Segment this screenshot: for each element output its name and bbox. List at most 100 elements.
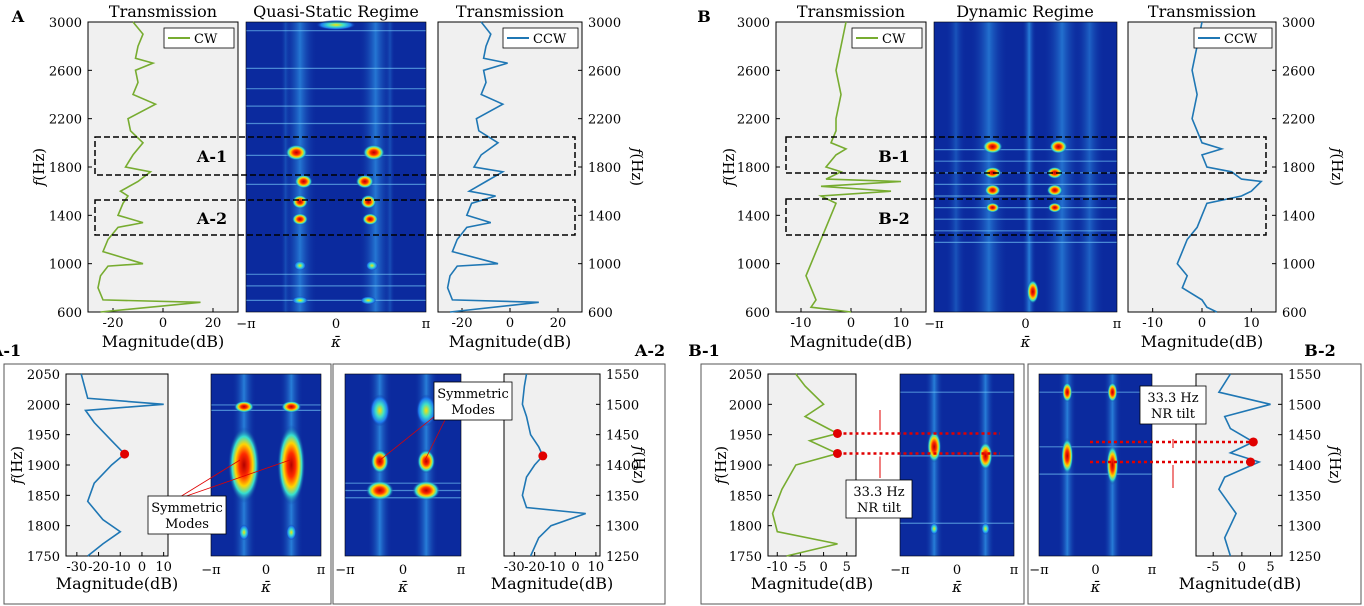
a1-heat-mode-spot [277,425,306,505]
a-box-1-label: A-1 [196,147,227,166]
b1-xlabel: Magnitude(dB) [751,574,874,593]
b-cw-ytick-label: 600 [745,306,770,321]
a1-marker [120,449,130,459]
b2-axes [1195,373,1283,557]
a1-ytick-label: 2000 [27,398,60,413]
b-ccw-ytick-label: 2200 [1282,113,1315,128]
b-ccw-ylabel: f(Hz) [1328,147,1346,186]
b1-annotation-box [845,479,913,519]
a-ccw-ytick-label: 2200 [588,113,621,128]
a-ccw-axes [437,21,583,313]
b-heat-mode-spot [1046,184,1063,197]
b-heat-mode-spot [983,166,1002,179]
b-ccw-ytick-label: 1000 [1282,258,1315,273]
b-heat-mode-spot [985,202,1000,213]
a-ccw-ytick-label: 1800 [588,161,621,176]
a1-heat-heatmap-frame [210,373,322,557]
panel-label-b: B [697,7,711,26]
a-ccw-xtick-label: -20 [452,316,473,331]
b-cw-legend [851,27,923,49]
b-cw-ylabel: f(Hz) [720,148,738,187]
a2-marker [538,451,548,461]
b2-ytick-label: 1350 [1288,489,1321,504]
b-box-2 [785,198,1267,236]
b1-heat-mode-band [925,374,944,556]
a1-xlabel: Magnitude(dB) [56,574,179,593]
b1-axes [767,373,857,557]
b-heat-heatmap-frame [933,21,1118,313]
b2-ytick-label: 1400 [1288,459,1321,474]
b-heat-kappa-tick: 0 [1021,317,1029,332]
b1-ytick-label: 2050 [729,368,762,383]
b1-annotation-line1: 33.3 Hz [853,485,904,500]
a-cw-xlabel: Magnitude(dB) [102,332,225,351]
a2-xtick-label: 0 [571,560,579,575]
b1-annotation-line2: NR tilt [857,501,902,516]
a1-ytick-label: 1850 [27,489,60,504]
b-heat-mode-band [1022,22,1037,312]
b-cw-ytick-label: 2600 [737,64,770,79]
a-ccw-series-line [446,21,539,313]
a1-xtick-label: -20 [88,560,109,575]
a-ccw-ytick-label: 3000 [588,16,621,31]
a-heat-kappa-tick: 0 [332,317,340,332]
a-cw-legend-label: CW [194,32,218,47]
b-cw-ytick-label: 1400 [737,209,770,224]
b1-xtick-label: -5 [794,560,807,575]
a-heat-mode-spot [355,174,374,189]
b2-xtick-label: -5 [1207,560,1220,575]
panel-label-a1: A-1 [0,341,21,360]
a-heat-mode-spot [362,144,385,161]
b-cw-series-line [805,21,902,313]
b2-marker [1248,437,1258,447]
a-box-2-label: A-2 [196,209,227,228]
b1-frame [700,363,1025,605]
a-ccw-ytick-label: 1000 [588,258,621,273]
b-ccw-ytick-label: 600 [1282,306,1307,321]
b-cw-ytick-label: 1000 [737,258,770,273]
b1-heat-kappa-tick: π [1010,563,1019,578]
a-cw-axes [87,21,239,313]
a-cw-ytick-label: 2200 [49,113,82,128]
a2-annotation-line2: Modes [451,403,495,418]
b1-ytick-label: 1800 [729,520,762,535]
a2-series-line [521,373,586,557]
b1-xtick-label: -10 [767,560,788,575]
a1-heat-kappa-tick: −π [201,563,221,578]
a-ccw-xlabel: Magnitude(dB) [449,332,572,351]
a2-ytick-label: 1550 [606,368,639,383]
b-cw-ytick-label: 3000 [737,16,770,31]
a2-ylabel: f(Hz) [630,445,648,484]
b-ccw-xtick-label: -10 [1142,316,1163,331]
b2-heat-kappa-tick: 0 [1091,563,1099,578]
b2-ytick-label: 1450 [1288,429,1321,444]
a2-xtick-label: -20 [524,560,545,575]
b-ccw-ytick-label: 3000 [1282,16,1315,31]
b-heat-kappa-tick: −π [924,317,944,332]
b2-ylabel: f(Hz) [1326,445,1344,484]
b-ccw-ytick-label: 1400 [1282,209,1315,224]
a-heat-title: Quasi-Static Regime [253,2,419,21]
b1-ytick-label: 1750 [729,550,762,565]
a1-xtick-label: -30 [66,560,87,575]
a2-xtick-label: -10 [545,560,566,575]
panel-label-a2: A-2 [634,341,665,360]
a-heat-mode-band [385,22,395,312]
b1-ytick-label: 1900 [729,459,762,474]
b-ccw-xtick-label: 10 [1243,316,1260,331]
b1-heat-kappa-tick: −π [890,563,910,578]
a1-arrow [174,459,241,501]
b2-frame [1027,363,1362,605]
a2-xlabel: Magnitude(dB) [491,574,614,593]
b1-heat-mode-spot [981,522,990,535]
a-heat-mode-spot [292,296,308,305]
a2-ytick-label: 1500 [606,398,639,413]
a-heat-mode-spot [285,144,308,161]
b-ccw-xlabel: Magnitude(dB) [1141,332,1264,351]
a2-heat-heatmap-frame [344,373,462,557]
a-cw-ytick-label: 1400 [49,209,82,224]
a1-heat-mode-spot [234,400,254,413]
a1-xtick-label: 10 [155,560,172,575]
b-heat-kappa-label: κ̄ [1020,333,1031,351]
b2-xlabel: Magnitude(dB) [1179,574,1302,593]
